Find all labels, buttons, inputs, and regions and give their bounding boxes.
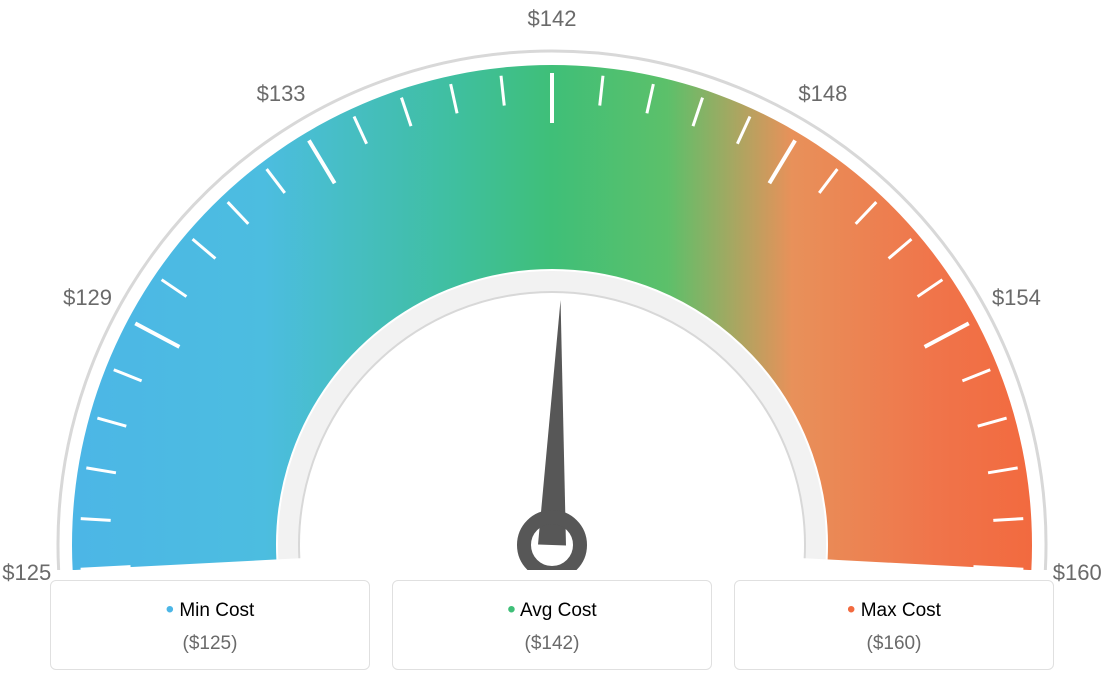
legend-max-box: • Max Cost ($160) [734, 580, 1054, 670]
gauge-tick-label: $125 [2, 560, 51, 586]
legend-max-text: Max Cost [861, 600, 941, 621]
dot-icon: • [847, 596, 855, 623]
gauge-tick-label: $148 [798, 81, 847, 107]
dot-icon: • [507, 596, 515, 623]
gauge-area: $125$129$133$142$148$154$160 [0, 0, 1104, 570]
gauge-tick-label: $142 [528, 6, 577, 32]
legend-min-text: Min Cost [179, 600, 254, 621]
legend-max-value: ($160) [745, 633, 1043, 655]
gauge-tick-label: $129 [63, 285, 112, 311]
legend-min-box: • Min Cost ($125) [50, 580, 370, 670]
legend-avg-value: ($142) [403, 633, 701, 655]
cost-gauge-chart: $125 $129 $133 $142 $148 $154 $160 • Min Cost … [0, 0, 1104, 690]
legend-min-value: ($125) [61, 633, 359, 655]
dot-icon: • [166, 596, 174, 623]
legend-avg-box: • Avg Cost ($142) [392, 580, 712, 670]
gauge-tick-label: $133 [257, 81, 306, 107]
legend-avg-text: Avg Cost [520, 600, 597, 621]
gauge-tick-label: $154 [992, 285, 1041, 311]
gauge-tick-label: $160 [1053, 560, 1102, 586]
legend-avg-label: • Avg Cost [403, 597, 701, 625]
legend-min-label: • Min Cost [61, 597, 359, 625]
gauge-svg [0, 0, 1104, 570]
legend-max-label: • Max Cost [745, 597, 1043, 625]
legend: • Min Cost ($125) • Avg Cost ($142) • Ma… [50, 580, 1054, 670]
